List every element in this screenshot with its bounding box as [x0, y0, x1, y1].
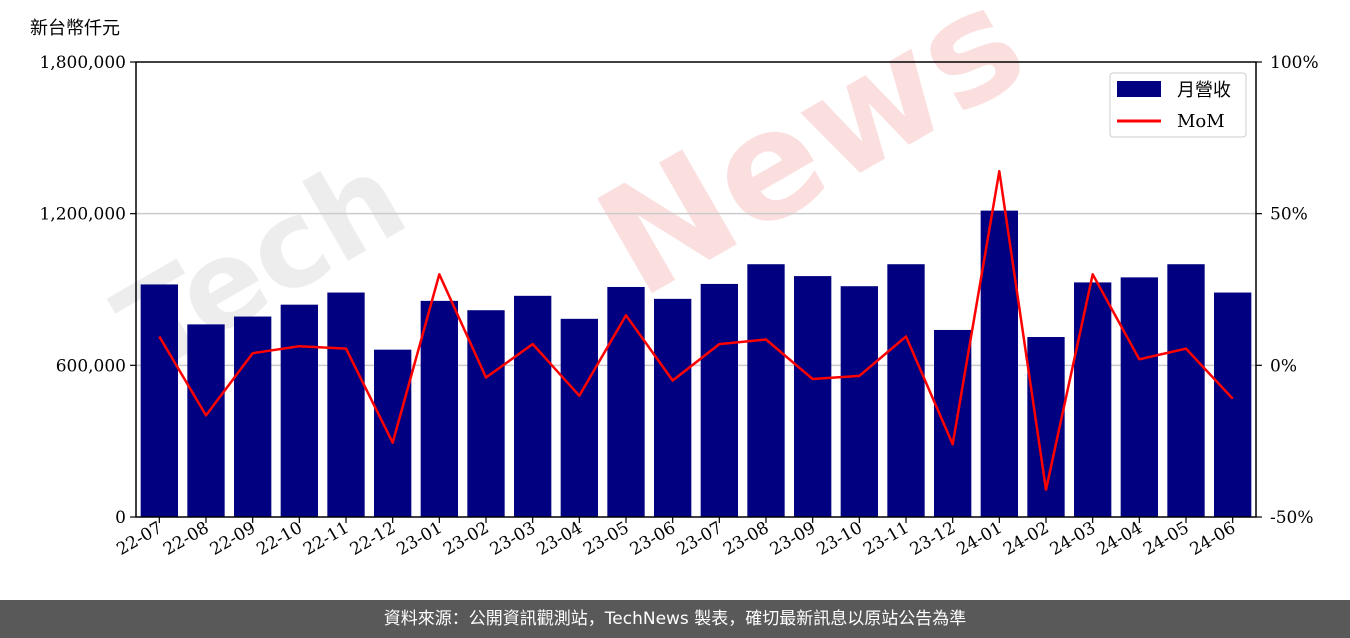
bar-23-12: [934, 329, 972, 517]
legend-label-revenue: 月營收: [1177, 80, 1231, 101]
bar-23-02: [467, 310, 505, 517]
x-tick-label: 22-10: [253, 518, 305, 560]
y-left-tick-label: 600,000: [56, 356, 126, 376]
x-tick-label: 23-08: [720, 518, 772, 560]
x-tick-label: 24-06: [1187, 518, 1239, 560]
bar-22-10: [280, 304, 318, 517]
y-right-tick-label: 50%: [1270, 205, 1308, 225]
bar-23-04: [560, 318, 598, 517]
revenue-mom-chart: Tech News 0600,0001,200,0001,800,000-50%…: [39, 0, 1319, 560]
x-tick-label: 24-02: [1000, 518, 1052, 560]
x-tick-label: 22-08: [160, 518, 212, 560]
legend-bar-swatch: [1117, 81, 1161, 97]
bar-24-05: [1167, 264, 1205, 517]
y-left-tick-label: 1,200,000: [39, 205, 126, 225]
y-right-tick-label: 0%: [1270, 356, 1297, 376]
x-tick-label: 22-09: [207, 518, 259, 560]
bar-24-03: [1074, 282, 1112, 517]
x-tick-label: 23-01: [393, 518, 445, 560]
x-tick-label: 23-12: [907, 518, 959, 560]
plot-frame: [135, 61, 1257, 518]
y-right-tick-label: 100%: [1270, 53, 1319, 73]
x-tick-label: 24-05: [1140, 518, 1192, 560]
x-tick-label: 23-11: [860, 518, 912, 560]
bar-24-06: [1214, 292, 1252, 517]
bar-24-04: [1120, 277, 1158, 517]
bar-22-08: [187, 324, 225, 517]
bar-series: [140, 210, 1252, 517]
legend-label-mom: MoM: [1177, 111, 1225, 132]
grid-lines: [136, 212, 1256, 367]
source-footer: 資料來源：公開資訊觀測站，TechNews 製表，確切最新訊息以原站公告為準: [0, 600, 1350, 638]
x-tick-label: 22-11: [300, 518, 352, 560]
x-tick-label: 24-01: [953, 518, 1005, 560]
y-left-tick-label: 1,800,000: [39, 53, 126, 73]
bar-23-10: [840, 286, 878, 517]
bar-23-07: [700, 283, 738, 517]
x-tick-label: 23-05: [580, 518, 632, 560]
y-axis-unit-label: 新台幣仟元: [30, 18, 120, 39]
bar-22-07: [140, 284, 178, 517]
x-tick-label: 23-10: [813, 518, 865, 560]
x-tick-label: 23-09: [767, 518, 819, 560]
x-tick-label: 23-04: [533, 518, 585, 560]
x-tick-label: 22-12: [347, 518, 399, 560]
bar-23-01: [420, 300, 458, 517]
bar-23-11: [887, 264, 925, 517]
x-tick-label: 24-03: [1047, 518, 1099, 560]
x-tick-label: 24-04: [1093, 518, 1145, 560]
mom-line-series: [158, 169, 1234, 491]
x-tick-label: 23-02: [440, 518, 492, 560]
x-tick-label: 23-06: [627, 518, 679, 560]
bar-23-08: [747, 264, 785, 517]
y-left-tick-label: 0: [115, 508, 126, 528]
bar-23-06: [654, 298, 692, 517]
bar-23-03: [514, 295, 552, 517]
bar-23-05: [607, 286, 645, 517]
bar-23-09: [794, 276, 832, 517]
chart-area: 新台幣仟元 Tech News 0 600,000 1,200,000 1,800,0…: [30, 0, 1319, 560]
y-right-tick-label: -50%: [1270, 508, 1314, 528]
x-tick-label: 23-07: [673, 518, 725, 560]
legend: 月營收 MoM: [1109, 72, 1247, 138]
x-tick-label: 23-03: [487, 518, 539, 560]
bar-22-11: [327, 292, 365, 517]
bar-22-12: [374, 349, 412, 517]
bar-22-09: [234, 316, 272, 517]
mom-line: [158, 169, 1234, 491]
